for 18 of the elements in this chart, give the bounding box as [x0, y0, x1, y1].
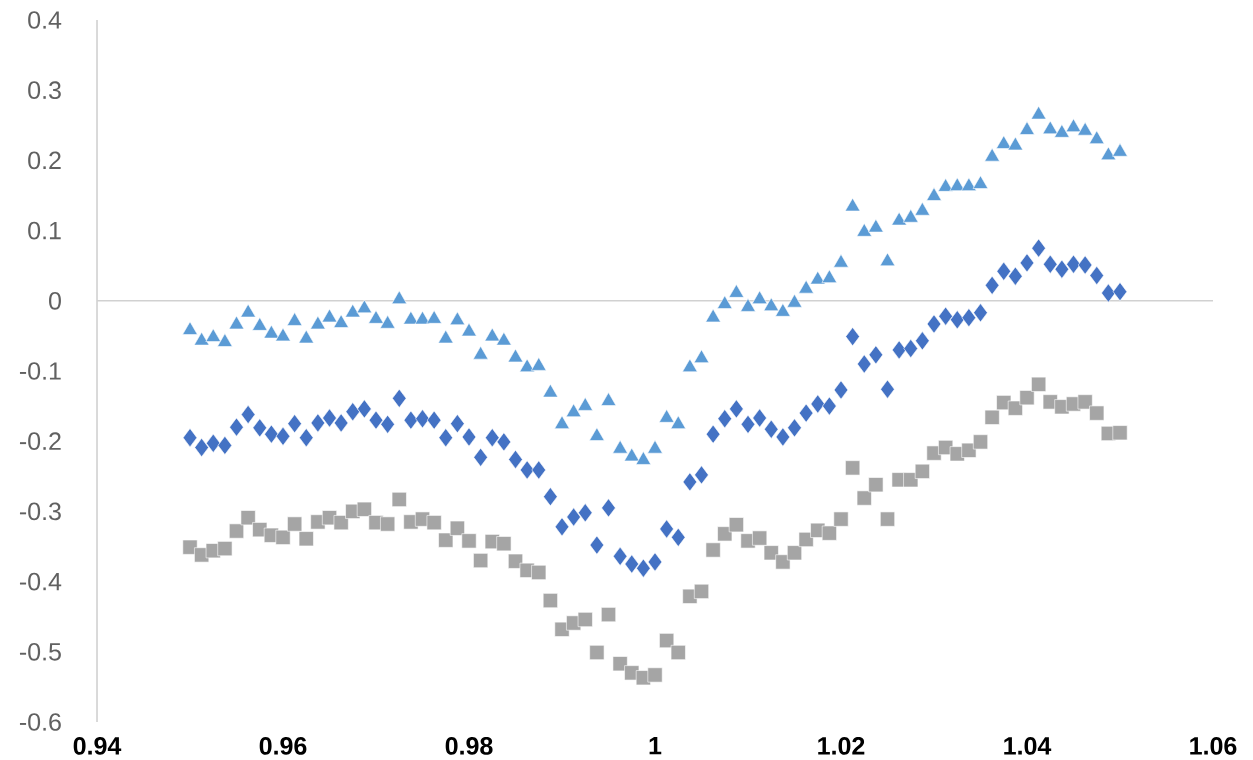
y-tick-label: 0 [49, 291, 61, 310]
y-tick-label: -0.1 [19, 362, 61, 380]
y-tick-label: -0.3 [19, 502, 61, 521]
y-tick-label: -0.2 [19, 432, 61, 451]
y-tick-label: 0.3 [28, 81, 61, 100]
y-tick-label: -0.5 [19, 642, 61, 661]
y-tick-label: 0.4 [28, 11, 62, 29]
x-tick-label: 1.02 [818, 737, 865, 755]
x-tick-label: 1 [649, 737, 662, 755]
y-tick-label: 0.1 [28, 221, 61, 240]
x-tick-label: 0.94 [73, 737, 122, 755]
y-tick-label: -0.4 [19, 572, 62, 591]
x-tick-label: 1.06 [1190, 737, 1237, 755]
y-tick-label: 0.2 [28, 151, 61, 170]
y-tick-label: -0.6 [19, 713, 61, 731]
x-tick-label: 1.04 [1004, 737, 1052, 755]
x-tick-label: 0.96 [259, 737, 307, 755]
x-tick-label: 0.98 [445, 737, 493, 755]
